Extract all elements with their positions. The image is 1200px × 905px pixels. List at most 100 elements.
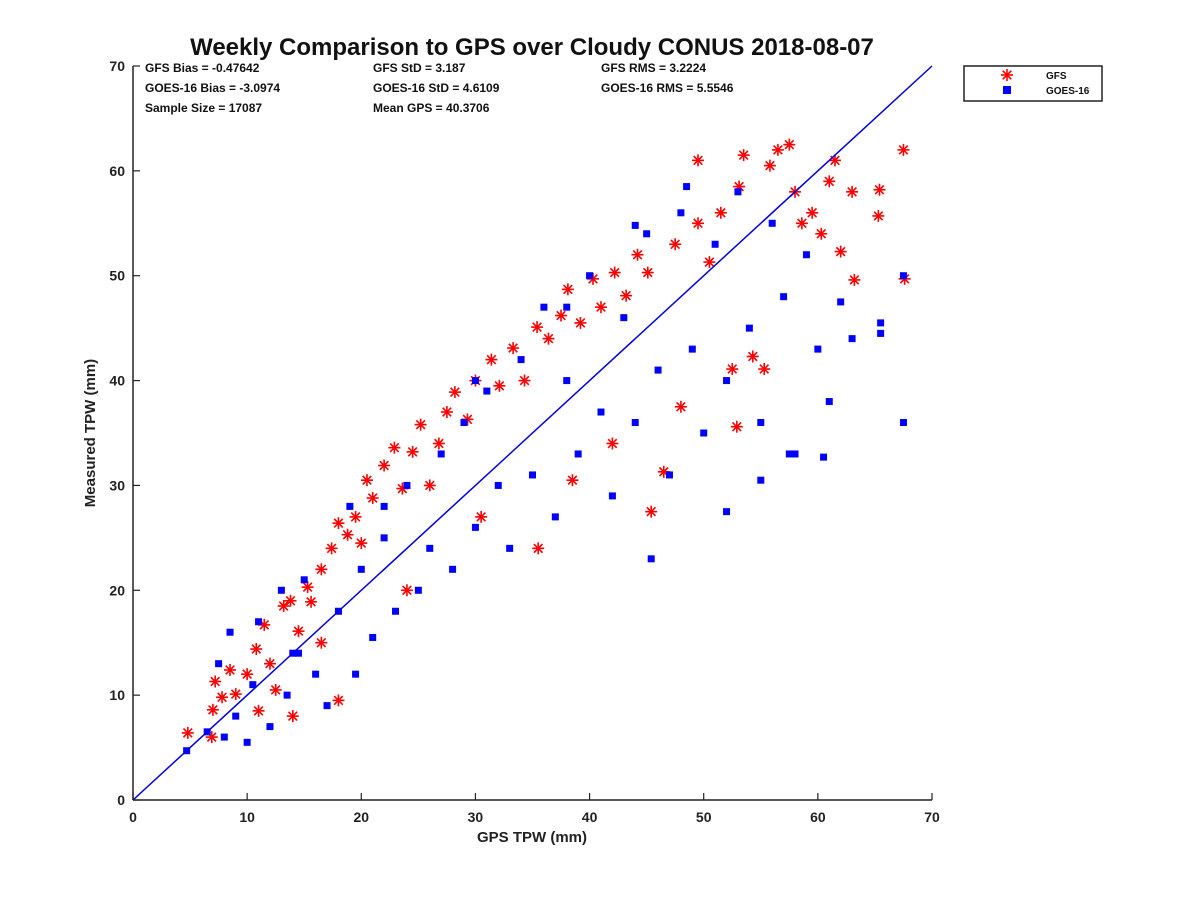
gfs-point [692, 154, 705, 167]
legend-gfs-marker [1001, 69, 1013, 81]
goes16-point [220, 733, 228, 741]
goes16-point [620, 314, 628, 322]
y-tick-label: 0 [117, 792, 125, 808]
goes16-point [323, 702, 331, 710]
y-tick-label: 70 [109, 58, 125, 74]
gfs-point [448, 386, 461, 399]
gfs-point [493, 379, 506, 392]
stat-goes16-rms: GOES-16 RMS = 5.5546 [601, 81, 734, 95]
gfs-point [432, 437, 445, 450]
goes16-point [243, 738, 251, 746]
gfs-point [263, 657, 276, 670]
goes16-point [802, 251, 810, 259]
gfs-point [692, 217, 705, 230]
gfs-point [872, 209, 885, 222]
x-tick-label: 20 [353, 809, 369, 825]
gfs-point [440, 406, 453, 419]
goes16-point [688, 345, 696, 353]
gfs-point [269, 683, 282, 696]
legend: GFS GOES-16 [963, 65, 1103, 102]
goes16-point [768, 219, 776, 227]
gfs-point [758, 363, 771, 376]
goes16-point [791, 450, 799, 458]
gfs-point [873, 183, 886, 196]
goes16-point [631, 221, 639, 229]
goes16-point [517, 356, 525, 364]
y-tick-label: 50 [109, 268, 125, 284]
gfs-point [305, 595, 318, 608]
x-tick-label: 60 [810, 809, 826, 825]
goes16-point [295, 649, 303, 657]
gfs-point [400, 584, 413, 597]
goes16-point [449, 565, 457, 573]
goes16-point [654, 366, 662, 374]
stat-goes16-std: GOES-16 StD = 4.6109 [373, 81, 500, 95]
y-tick-label: 30 [109, 477, 125, 493]
axes-layer [132, 66, 932, 801]
goes16-point [677, 209, 685, 217]
gfs-point [241, 668, 254, 681]
goes16-point [437, 450, 445, 458]
stat-sample-size: Sample Size = 17087 [145, 101, 262, 115]
gfs-point [846, 185, 859, 198]
gfs-point [815, 227, 828, 240]
y-tick-label: 10 [109, 687, 125, 703]
gfs-point [209, 675, 222, 688]
gfs-point [206, 703, 219, 716]
gfs-point [531, 321, 544, 334]
stat-gfs-rms: GFS RMS = 3.2224 [601, 61, 706, 75]
goes16-point [426, 544, 434, 552]
y-tick-label: 20 [109, 582, 125, 598]
gfs-point [229, 688, 242, 701]
goes16-point [266, 723, 274, 731]
gfs-point [332, 694, 345, 707]
legend-goes16-label: GOES-16 [1046, 86, 1090, 97]
goes16-point [277, 586, 285, 594]
gfs-point [252, 704, 265, 717]
goes16-point [643, 230, 651, 238]
goes16-point [506, 544, 514, 552]
gfs-point [746, 350, 759, 363]
goes16-point [757, 476, 765, 484]
x-axis-label: GPS TPW (mm) [477, 829, 587, 846]
goes16-point [723, 508, 731, 516]
goes16-point [757, 419, 765, 427]
goes16-point [734, 188, 742, 196]
gfs-point [277, 600, 290, 613]
stat-mean-gps: Mean GPS = 40.3706 [373, 101, 490, 115]
gfs-point [284, 594, 297, 607]
goes16-point [380, 502, 388, 510]
goes16-point [700, 429, 708, 437]
goes16-point [608, 492, 616, 500]
goes16-point [814, 345, 822, 353]
goes16-point [837, 298, 845, 306]
goes16-point [745, 324, 753, 332]
gfs-point [763, 159, 776, 172]
goes16-point [460, 419, 468, 427]
x-ticks: 0 10 20 30 40 50 60 70 [129, 793, 940, 825]
goes16-point [369, 633, 377, 641]
goes16-point [403, 481, 411, 489]
goes16-point [471, 523, 479, 531]
gfs-point [224, 663, 237, 676]
goes16-point [780, 293, 788, 301]
gfs-point [714, 206, 727, 219]
gfs-point [574, 316, 587, 329]
gfs-point [828, 154, 841, 167]
goes16-point [665, 471, 673, 479]
stats-annotation: GFS Bias = -0.47642 GFS StD = 3.187 GFS … [145, 61, 734, 115]
gfs-point [388, 441, 401, 454]
gfs-point [645, 505, 658, 518]
goes16-point [471, 377, 479, 385]
y-tick-label: 60 [109, 163, 125, 179]
stat-gfs-bias: GFS Bias = -0.47642 [145, 61, 260, 75]
gfs-point [414, 418, 427, 431]
goes16-point [414, 586, 422, 594]
goes16-point [352, 670, 360, 678]
gfs-point [631, 248, 644, 261]
gfs-point [566, 474, 579, 487]
goes16-point [877, 319, 885, 327]
